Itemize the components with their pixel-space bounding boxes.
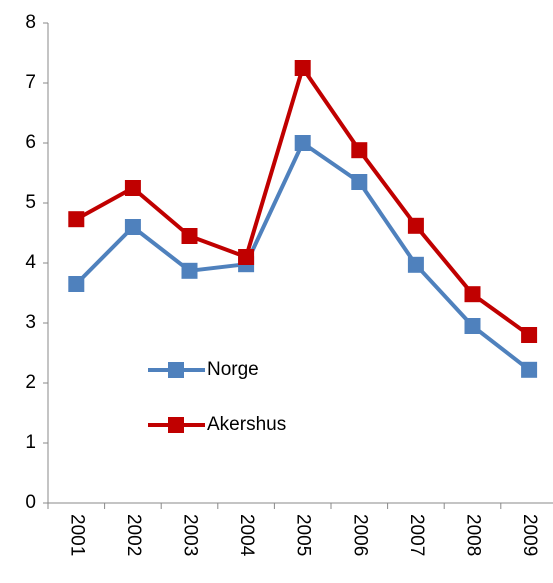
series-line	[74, 141, 531, 372]
marker	[351, 142, 368, 159]
y-tick-label: 0	[25, 492, 36, 513]
marker	[294, 60, 311, 76]
marker	[68, 211, 85, 228]
x-tick-label: 2009	[519, 514, 540, 556]
marker	[464, 286, 481, 303]
marker	[124, 219, 141, 235]
marker	[407, 256, 424, 273]
marker	[181, 262, 198, 279]
marker	[521, 327, 538, 343]
marker	[294, 135, 311, 151]
x-tick-label: 2005	[293, 514, 314, 556]
y-tick-label: 8	[25, 12, 36, 33]
x-tick-label: 2008	[462, 514, 483, 556]
legend-label: Akershus	[207, 414, 286, 435]
x-tick-label: 2007	[406, 514, 427, 556]
marker	[238, 249, 255, 265]
marker	[68, 276, 85, 292]
marker	[407, 217, 424, 234]
marker	[464, 318, 481, 334]
marker	[124, 180, 141, 196]
x-tick-label: 2001	[66, 514, 87, 556]
legend-marker	[168, 362, 184, 378]
y-tick-label: 7	[25, 72, 36, 93]
x-tick-label: 2003	[179, 514, 200, 556]
y-tick-label: 5	[25, 192, 36, 213]
x-tick-label: 2004	[236, 514, 257, 557]
marker	[181, 228, 198, 244]
x-tick-label: 2002	[123, 514, 144, 556]
legend-marker	[168, 417, 184, 433]
y-tick-label: 6	[25, 132, 36, 153]
y-tick-label: 4	[25, 252, 36, 273]
marker	[521, 361, 538, 378]
marker	[351, 174, 368, 190]
x-tick-label: 2006	[349, 514, 370, 556]
legend-label: Norge	[207, 359, 259, 380]
y-tick-label: 2	[25, 372, 36, 393]
y-tick-label: 1	[25, 432, 36, 453]
y-tick-label: 3	[25, 312, 36, 333]
series-line	[75, 66, 531, 337]
